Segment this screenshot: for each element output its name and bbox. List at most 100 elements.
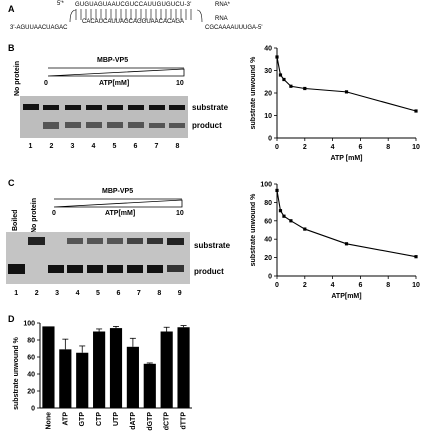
c-scale-end: 10 <box>176 210 184 217</box>
x-tick-label: 8 <box>386 282 390 289</box>
b-lane-number: 7 <box>154 143 159 150</box>
y-axis-label: substrate unwound % <box>250 56 257 130</box>
c-lane-number: 4 <box>75 290 80 297</box>
bottom-strand-label: RNA <box>215 16 228 22</box>
c-lane-number: 8 <box>157 290 162 297</box>
series-line <box>276 190 417 258</box>
x-tick-label: 8 <box>386 144 390 151</box>
bar <box>93 331 106 408</box>
star-marker: 5'* <box>57 1 64 7</box>
category-label: dTTP <box>181 412 188 430</box>
b-lane-number: 6 <box>133 143 138 150</box>
category-label: dGTP <box>147 412 154 431</box>
b-lane-number: 1 <box>28 143 33 150</box>
b-lane-number: 4 <box>91 143 96 150</box>
x-tick-label: 6 <box>358 282 362 289</box>
x-axis-label: ATP[mM] <box>331 293 361 300</box>
x-tick-label: 4 <box>331 282 335 289</box>
c-lane-number: 6 <box>116 290 121 297</box>
y-axis-label: substrate unwound % <box>13 336 20 410</box>
x-tick-label: 2 <box>303 144 307 151</box>
y-tick-label: 10 <box>264 113 272 120</box>
c-lane-numbers: 1 2 3 4 5 6 7 8 9 <box>6 290 190 297</box>
y-tick-label: 30 <box>264 68 272 75</box>
b-scale-start: 0 <box>44 80 48 87</box>
c-product-label: product <box>194 267 224 276</box>
b-lane-numbers: 1 2 3 4 5 6 7 8 <box>20 143 188 150</box>
y-tick-label: 20 <box>264 255 272 262</box>
category-label: CTP <box>96 412 103 426</box>
x-tick-label: 10 <box>412 282 420 289</box>
b-scale-end: 10 <box>176 80 184 87</box>
b-scale-axis: ATP[mM] <box>99 80 130 87</box>
data-point <box>414 255 418 259</box>
b-gel-bands <box>23 104 185 129</box>
c-no-protein-label: No protein <box>31 198 38 233</box>
y-tick-label: 0 <box>268 274 272 281</box>
data-point <box>289 84 293 88</box>
x-tick-label: 2 <box>303 282 307 289</box>
y-tick-label: 20 <box>264 91 272 98</box>
bar <box>109 328 123 408</box>
y-axis-label: substrate unwound % <box>250 193 257 267</box>
b-no-protein-label: No protein <box>14 61 21 96</box>
data-point <box>414 109 418 113</box>
category-label: GTP <box>79 412 86 427</box>
data-point <box>344 242 349 246</box>
c-lane-number: 3 <box>55 290 60 297</box>
chart-c-line-plot: 0 20 40 60 80 100 0 2 4 6 8 10 ATP[mM] substrate unwo… <box>250 182 420 301</box>
b-substrate-label: substrate <box>192 103 229 112</box>
y-tick-label: 40 <box>264 237 272 244</box>
bottom-strand-middle: CACAUCAUUAGCAGGUAACACAGA <box>82 19 185 25</box>
c-gel-image <box>6 232 190 284</box>
panel-a-label: A <box>8 4 15 14</box>
base-pair-lines <box>69 9 203 22</box>
data-point <box>303 86 307 91</box>
b-product-label: product <box>192 121 222 130</box>
bar <box>59 349 72 408</box>
c-lane-number: 1 <box>14 290 19 297</box>
x-tick-label: 0 <box>275 282 279 289</box>
bar <box>143 363 156 408</box>
y-tick-label: 80 <box>264 200 272 207</box>
c-boiled-label: Boiled <box>12 209 19 231</box>
top-strand-label: RNA* <box>215 2 231 8</box>
b-gel-image <box>20 96 188 138</box>
category-label: ATP <box>62 412 69 426</box>
c-gel-bands <box>8 237 184 274</box>
panel-b-label: B <box>8 43 15 53</box>
y-tick-label: 40 <box>27 372 35 379</box>
chart-d-bar-plot: 0 20 40 60 80 100 substrate unwound % None ATP GT… <box>13 321 192 431</box>
data-point <box>289 219 293 223</box>
bottom-strand-right: CGCAAAAUUUGA-5' <box>205 25 263 31</box>
y-tick-label: 20 <box>27 389 35 396</box>
y-tick-label: 0 <box>268 136 272 143</box>
category-label: UTP <box>113 412 120 426</box>
y-tick-label: 0 <box>31 406 35 413</box>
c-lane-number: 9 <box>177 290 182 297</box>
c-protein-label: MBP-VP5 <box>102 188 134 195</box>
x-tick-label: 4 <box>331 144 335 151</box>
top-strand-sequence: GUGUAGUAAUCGUCCAUUGUGUCU-3' <box>75 2 192 8</box>
data-point <box>303 227 307 231</box>
data-point <box>282 214 286 218</box>
c-scale-axis: ATP[mM] <box>105 210 136 217</box>
y-tick-label: 40 <box>264 46 272 53</box>
bar <box>126 346 139 408</box>
c-substrate-label: substrate <box>194 241 231 250</box>
b-lane-number: 8 <box>175 143 180 150</box>
category-label: None <box>45 412 52 430</box>
chart-b-line-plot: 0 10 20 30 40 0 2 4 6 8 10 ATP [mM] substrate unwoun… <box>250 46 420 163</box>
b-atp-gradient-wedge <box>47 67 185 77</box>
x-tick-label: 10 <box>412 144 420 151</box>
data-point <box>278 73 283 77</box>
bar <box>177 327 190 408</box>
c-lane-number: 2 <box>34 290 39 297</box>
c-lane-number: 7 <box>136 290 141 297</box>
b-protein-label: MBP-VP5 <box>97 57 129 64</box>
x-axis-label: ATP [mM] <box>330 155 362 162</box>
y-tick-label: 80 <box>27 338 35 345</box>
bottom-strand-left: 3'-AGUUAACUAGAC <box>10 25 68 31</box>
category-label: dATP <box>130 412 137 430</box>
b-lane-number: 2 <box>49 143 54 150</box>
